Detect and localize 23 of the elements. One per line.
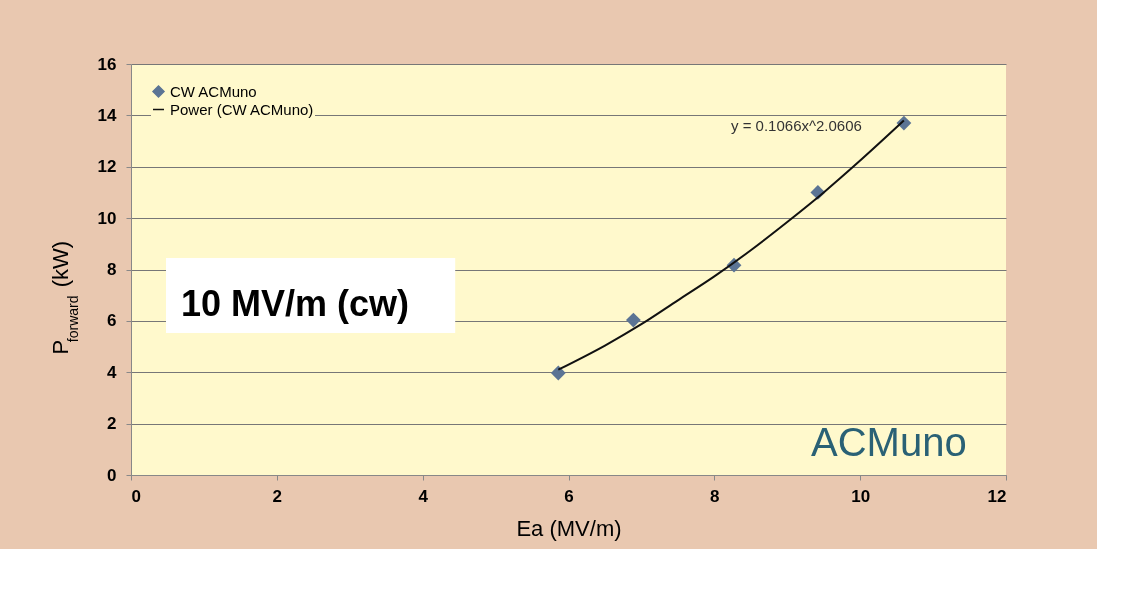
x-tick-label: 4 (418, 486, 429, 506)
x-tick-label: 8 (710, 486, 720, 506)
y-tick-label: 6 (107, 311, 117, 331)
x-tick-label: 6 (564, 486, 574, 506)
y-tick-label: 8 (107, 260, 117, 279)
annotation: ACMuno (811, 420, 967, 464)
y-tick-label: 12 (97, 157, 117, 177)
y-tick-label: 2 (107, 414, 117, 434)
y-tick-label: 4 (107, 362, 118, 382)
y-tick-label: 0 (107, 465, 117, 485)
x-tick-label: 2 (272, 486, 283, 506)
y-tick-label: 14 (97, 105, 118, 125)
x-tick-label: 0 (131, 486, 141, 506)
y-axis-title: Pforward (kW) (48, 240, 81, 355)
legend-label: CW ACMuno (170, 82, 257, 100)
y-tick-label: 16 (97, 54, 117, 74)
x-axis-title: Ea (MV/m) (516, 515, 622, 541)
x-tick-label: 12 (987, 486, 1007, 506)
y-tick-label: 10 (97, 208, 117, 228)
x-tick-label: 10 (851, 486, 871, 506)
legend-label: Power (CW ACMuno) (170, 100, 314, 118)
annotation: 10 MV/m (cw) (181, 283, 410, 324)
annotation: y = 0.1066x^2.0606 (731, 117, 862, 134)
